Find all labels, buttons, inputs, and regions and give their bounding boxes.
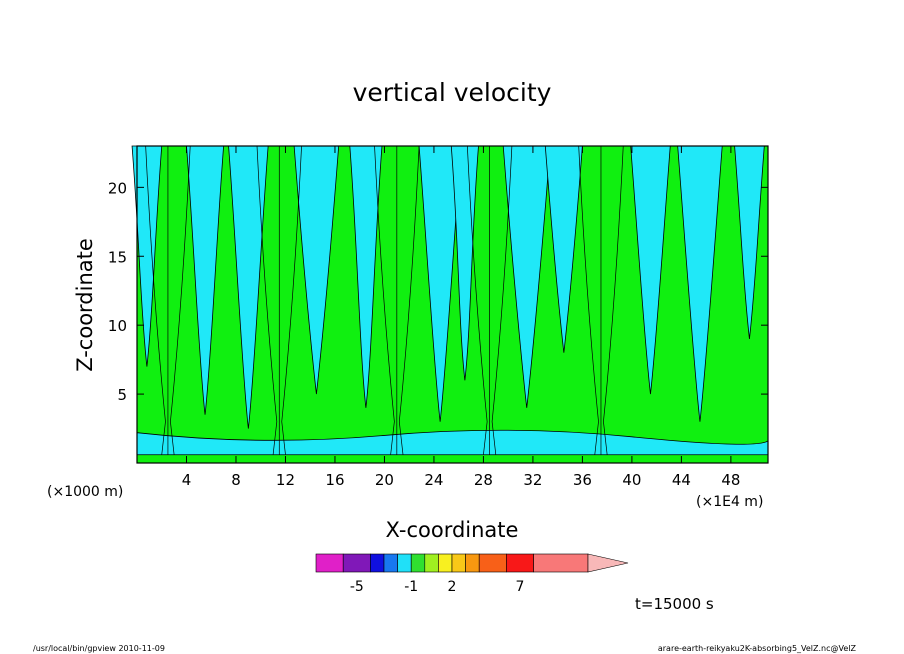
colorbar-segment [383, 553, 398, 573]
contour-line [281, 145, 302, 455]
x-tick-label: 24 [424, 471, 443, 489]
colorbar: -5 -1 2 7 [315, 553, 629, 595]
negative-plume [502, 145, 551, 408]
colorbar-label: 7 [516, 579, 525, 595]
colorbar-segment [424, 553, 439, 573]
x-tick-label: 8 [231, 471, 241, 489]
x-tick-label: 16 [325, 471, 344, 489]
contour-line [491, 145, 513, 455]
x-tick-label: 32 [523, 471, 542, 489]
x-axis-label: X-coordinate [386, 518, 519, 542]
x-unit-left: (×1000 m) [47, 484, 123, 500]
y-tick-label: 5 [117, 386, 127, 404]
negative-plume [293, 145, 340, 395]
x-tick-label: 20 [375, 471, 394, 489]
negative-plume [677, 145, 723, 422]
colorbar-segment [397, 553, 412, 573]
negative-plume [131, 145, 163, 367]
x-tick-label: 12 [276, 471, 295, 489]
plot-area [131, 145, 769, 464]
negative-plume [734, 145, 765, 340]
colorbar-label: -5 [350, 579, 364, 595]
colorbar-label: 2 [448, 579, 457, 595]
contour-line [145, 145, 166, 455]
footer-left: /usr/local/bin/gpview 2010-11-09 [33, 644, 165, 653]
colorbar-segment [478, 553, 507, 573]
negative-plume [450, 145, 479, 381]
colorbar-segment [506, 553, 534, 573]
contour-line [603, 145, 624, 455]
contour-line [578, 145, 599, 455]
time-label: t=15000 s [635, 595, 714, 613]
x-tick-label: 4 [182, 471, 192, 489]
colorbar-segment [410, 553, 426, 573]
contour-line [398, 145, 420, 455]
y-axis: 5 10 15 20 [108, 179, 768, 404]
x-tick-label: 40 [622, 471, 641, 489]
negative-plume [186, 145, 225, 415]
colorbar-segment [370, 553, 385, 573]
negative-plume [349, 145, 383, 408]
x-tick-label: 44 [672, 471, 691, 489]
negative-plume [630, 145, 671, 395]
y-tick-label: 10 [108, 317, 127, 335]
colorbar-segment [533, 553, 589, 573]
negative-plume [544, 145, 583, 353]
colorbar-segment [342, 553, 371, 573]
contour-line [374, 145, 395, 455]
x-unit-right: (×1E4 m) [696, 494, 763, 510]
x-tick-label: 28 [474, 471, 493, 489]
y-tick-label: 20 [108, 179, 127, 197]
colorbar-segment [315, 553, 344, 573]
negative-band [136, 429, 769, 456]
x-tick-label: 48 [721, 471, 740, 489]
colorbar-segment [465, 553, 480, 573]
colorbar-extend-arrow [587, 553, 629, 573]
plot-frame [136, 145, 769, 464]
colorbar-segment [438, 553, 453, 573]
contour-line [466, 145, 488, 455]
contour-line [256, 145, 278, 455]
colorbar-label: -1 [404, 579, 418, 595]
x-axis: 4 8 12 16 20 24 28 32 36 40 44 48 [182, 146, 740, 489]
x-tick-label: 36 [573, 471, 592, 489]
y-axis-label: Z-coordinate [73, 238, 97, 372]
negative-plume [228, 145, 269, 429]
negative-plume [418, 145, 462, 422]
chart-title: vertical velocity [353, 78, 552, 107]
colorbar-segment [451, 553, 466, 573]
contour-line [170, 145, 191, 455]
footer-right: arare-earth-reikyaku2K-absorbing5_VelZ.n… [658, 644, 857, 653]
y-tick-label: 15 [108, 248, 127, 266]
